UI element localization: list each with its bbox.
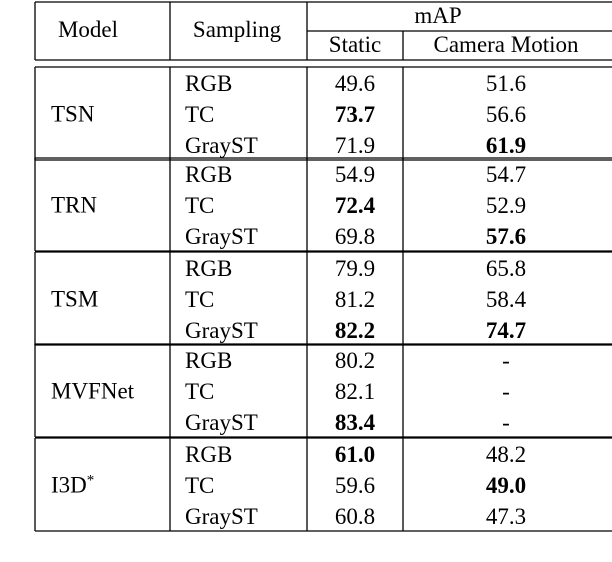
static-map-cell: 49.6 [335,71,375,96]
model-name: TSN [51,102,95,127]
camera-motion-map-cell: - [502,348,510,373]
sampling-cell: TC [185,473,214,498]
header-metric: mAP [414,3,461,28]
static-map-cell: 79.9 [335,256,375,281]
camera-motion-map-cell: 56.6 [486,102,526,127]
model-name: TRN [51,193,97,218]
camera-motion-map-cell: - [502,379,510,404]
sampling-cell: GrayST [185,133,258,158]
static-map-cell: 83.4 [335,410,376,435]
static-map-cell: 72.4 [335,193,376,218]
header-static: Static [329,32,381,57]
static-map-cell: 82.1 [335,379,375,404]
sampling-cell: RGB [185,71,232,96]
sampling-cell: TC [185,379,214,404]
camera-motion-map-cell: 49.0 [486,473,526,498]
header-sampling: Sampling [193,17,282,42]
camera-motion-map-cell: 48.2 [486,442,526,467]
header-model: Model [58,17,118,42]
camera-motion-map-cell: 54.7 [486,162,526,187]
camera-motion-map-cell: 47.3 [486,504,526,529]
camera-motion-map-cell: 58.4 [486,287,527,312]
camera-motion-map-cell: - [502,410,510,435]
static-map-cell: 71.9 [335,133,375,158]
camera-motion-map-cell: 51.6 [486,71,526,96]
sampling-cell: GrayST [185,504,258,529]
sampling-cell: RGB [185,256,232,281]
sampling-cell: GrayST [185,318,258,343]
static-map-cell: 82.2 [335,318,375,343]
model-superscript: * [87,473,95,489]
table-body: TSN RGB 49.6 51.6 TC 73.7 56.6 GrayST 71.9 61.9 TR… [34,66,612,532]
static-map-cell: 80.2 [335,348,375,373]
static-map-cell: 81.2 [335,287,375,312]
static-map-cell: 61.0 [335,442,375,467]
sampling-cell: RGB [185,348,232,373]
camera-motion-map-cell: 61.9 [486,133,526,158]
model-name: TSM [51,287,98,312]
sampling-cell: TC [185,287,214,312]
camera-motion-map-cell: 57.6 [486,224,526,249]
sampling-cell: TC [185,193,214,218]
model-name: MVFNet [51,379,135,404]
sampling-cell: RGB [185,442,232,467]
camera-motion-map-cell: 52.9 [486,193,526,218]
sampling-cell: GrayST [185,224,258,249]
static-map-cell: 69.8 [335,224,375,249]
model-name: I3D* [51,473,94,498]
static-map-cell: 59.6 [335,473,375,498]
header-camera-motion: Camera Motion [434,32,579,57]
camera-motion-map-cell: 74.7 [486,318,526,343]
camera-motion-map-cell: 65.8 [486,256,526,281]
sampling-cell: RGB [185,162,232,187]
static-map-cell: 54.9 [335,162,375,187]
static-map-cell: 73.7 [335,102,375,127]
static-map-cell: 60.8 [335,504,375,529]
sampling-cell: GrayST [185,410,258,435]
sampling-cell: TC [185,102,214,127]
